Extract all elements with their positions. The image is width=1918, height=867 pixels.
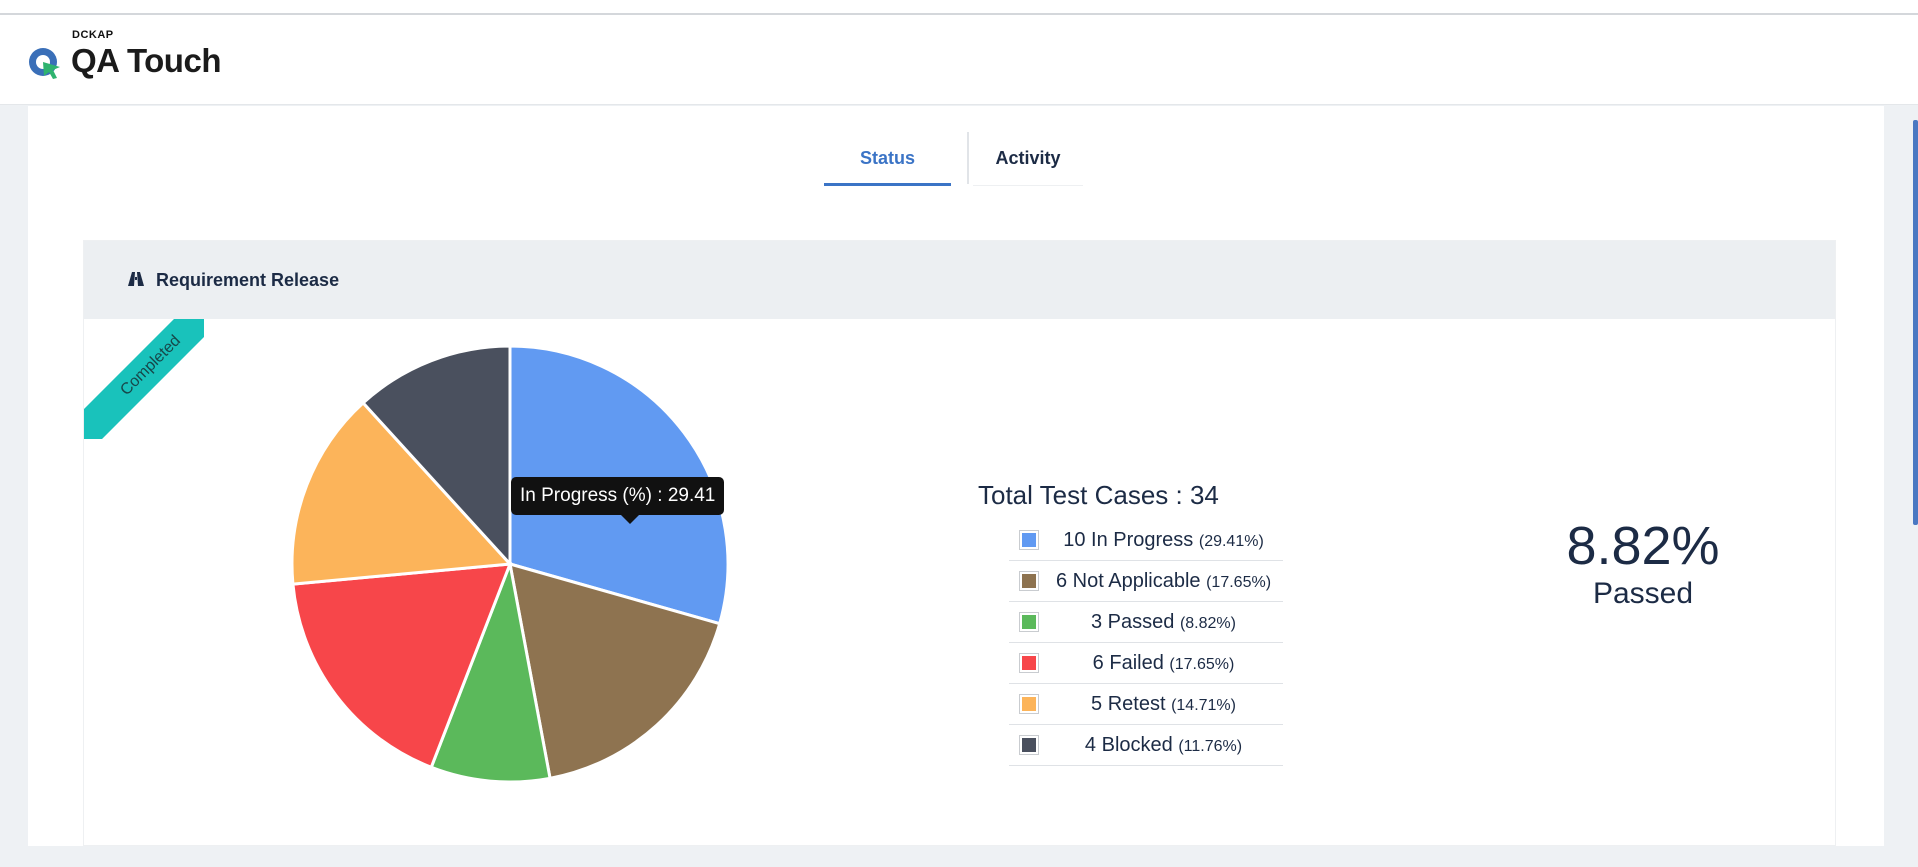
pie-slice-failed[interactable]: [291, 562, 513, 770]
tab-activity[interactable]: Activity: [973, 124, 1083, 186]
legend-swatch: [1019, 735, 1039, 755]
app-header: DCKAP QA Touch: [0, 15, 1918, 105]
passed-summary: 8.82% Passed: [1548, 516, 1738, 612]
tab-status[interactable]: Status: [824, 124, 951, 186]
legend-item-percent: (11.76%): [1178, 737, 1243, 755]
status-ribbon-label: Completed: [84, 319, 204, 439]
legend-label: 5 Retest (14.71%): [1044, 693, 1283, 716]
status-pie-chart: [290, 344, 730, 784]
legend-swatch: [1019, 694, 1039, 714]
card-header: Requirement Release: [84, 241, 1835, 319]
legend-item-percent: (29.41%): [1198, 532, 1264, 550]
legend-swatch: [1019, 653, 1039, 673]
status-ribbon: Completed: [84, 319, 204, 439]
passed-label: Passed: [1592, 577, 1694, 610]
legend-item[interactable]: 3 Passed (8.82%): [1009, 602, 1283, 643]
legend-item-text: 6 Failed: [1092, 651, 1164, 674]
pie-slice-not-applicable[interactable]: [508, 561, 722, 781]
legend-label: 10 In Progress (29.41%): [1044, 529, 1283, 552]
requirement-release-card: Requirement Release Completed: [83, 240, 1836, 846]
pie-slice-blocked[interactable]: [361, 344, 512, 568]
pie-slice-passed[interactable]: [429, 558, 552, 784]
legend-swatch: [1019, 612, 1039, 632]
legend-item-text: 3 Passed: [1091, 610, 1175, 633]
legend-item-percent: (17.65%): [1206, 573, 1272, 591]
scrollbar-thumb[interactable]: [1913, 120, 1918, 525]
legend-item[interactable]: 6 Not Applicable (17.65%): [1009, 561, 1283, 602]
main-content: Status Activity Requirement Release Comp…: [28, 106, 1884, 846]
legend-label: 3 Passed (8.82%): [1044, 611, 1283, 634]
legend-item[interactable]: 10 In Progress (29.41%): [1009, 520, 1283, 561]
legend-item-text: 10 In Progress: [1063, 528, 1194, 551]
legend-title: Total Test Cases : 34: [978, 480, 1219, 510]
legend-item-text: 5 Retest: [1091, 692, 1166, 715]
chart-tooltip: In Progress (%) : 29.41: [511, 477, 725, 524]
legend-item-percent: (17.65%): [1169, 655, 1235, 673]
legend-list: 10 In Progress (29.41%) 6 Not Applicable…: [1009, 520, 1283, 766]
legend-swatch: [1019, 571, 1039, 591]
legend-label: 6 Failed (17.65%): [1044, 652, 1283, 675]
tab-divider: [967, 132, 969, 184]
logo-product[interactable]: QA Touch: [71, 42, 221, 79]
legend-item-percent: (14.71%): [1171, 696, 1236, 714]
legend-label: 6 Not Applicable (17.65%): [1044, 570, 1283, 593]
legend-label: 4 Blocked (11.76%): [1044, 734, 1283, 757]
legend-item[interactable]: 5 Retest (14.71%): [1009, 684, 1283, 725]
card-title: Requirement Release: [156, 270, 340, 290]
browser-top-edge: [0, 0, 1918, 15]
legend-swatch: [1019, 530, 1039, 550]
legend-item[interactable]: 6 Failed (17.65%): [1009, 643, 1283, 684]
pie-slice-retest[interactable]: [290, 400, 514, 586]
road-icon: [128, 272, 144, 286]
legend-item-text: 4 Blocked: [1084, 733, 1173, 756]
qa-touch-logo-icon: [29, 48, 60, 79]
passed-percentage: 8.82%: [1566, 516, 1720, 576]
logo-company: DCKAP: [72, 29, 114, 41]
legend-item-percent: (8.82%): [1179, 614, 1236, 632]
legend-item-text: 6 Not Applicable: [1055, 569, 1201, 592]
legend-item[interactable]: 4 Blocked (11.76%): [1009, 725, 1283, 766]
chart-legend: Total Test Cases : 34 10 In Progress (29…: [978, 480, 1283, 766]
